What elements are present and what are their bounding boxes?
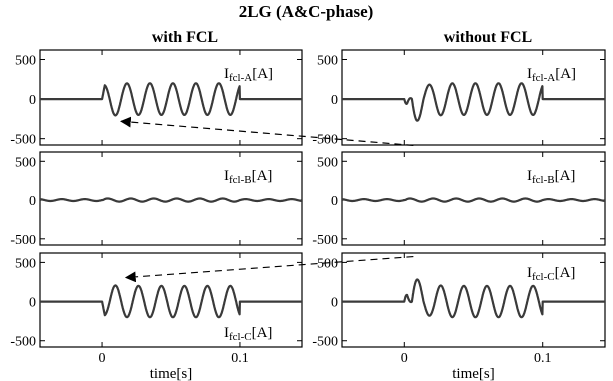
panel-label-sub: fcl-C xyxy=(229,331,252,343)
panel-label-unit: [A] xyxy=(252,168,273,184)
panel-label-sub: fcl-A xyxy=(229,72,252,84)
panel-fcl-A-col0: -500 0 500 Ifcl-A[A] xyxy=(10,49,303,148)
annotation-arrows xyxy=(120,116,414,283)
panel-label-unit: [A] xyxy=(252,66,273,82)
y-tick-label: 0 xyxy=(29,93,36,108)
panel-label-sub: fcl-A xyxy=(532,72,555,84)
panel-label-unit: [A] xyxy=(555,168,576,184)
panel-label-main: I xyxy=(527,168,532,184)
panel-label-main: I xyxy=(527,66,532,82)
y-tick-label: 500 xyxy=(317,54,338,69)
panel-fcl-A-col1: -500 0 500 Ifcl-A[A] xyxy=(312,49,606,148)
y-tick-label: -500 xyxy=(312,335,338,350)
x-axis-label: time[s] xyxy=(150,366,193,381)
panel-label-sub: fcl-C xyxy=(532,271,555,283)
column-title-with-fcl: with FCL xyxy=(152,29,218,46)
panel-label: Ifcl-C[A] xyxy=(224,325,272,343)
y-tick-label: -500 xyxy=(312,233,338,248)
y-tick-label: -500 xyxy=(10,233,36,248)
panel-fcl-B-col1: -500 0 500 Ifcl-B[A] xyxy=(312,151,606,248)
panel-label: Ifcl-C[A] xyxy=(527,265,575,283)
arrow-a-phase-peak xyxy=(120,116,414,147)
current-trace-fcl-A xyxy=(341,82,606,122)
panels: -5000500Ifcl-A[A]-5000500Ifcl-B[A]-50005… xyxy=(10,49,606,381)
panel-frame xyxy=(341,49,606,146)
y-tick-label: 0 xyxy=(331,296,338,311)
figure-title: 2LG (A&C-phase) xyxy=(239,2,374,21)
panel-label-main: I xyxy=(224,325,229,341)
y-tick-label: 0 xyxy=(29,194,36,209)
current-trace-fcl-C xyxy=(341,278,606,319)
panel-label-unit: [A] xyxy=(252,325,273,341)
panel-label: Ifcl-A[A] xyxy=(527,66,576,84)
panel-label-main: I xyxy=(224,168,229,184)
y-tick-label: -500 xyxy=(10,335,36,350)
panel-label-sub: fcl-B xyxy=(229,174,252,186)
panel-fcl-C-col0: -500 0 500 0 0.1 time[s] Ifcl-C[A] xyxy=(10,252,303,381)
panel-label-unit: [A] xyxy=(555,265,576,281)
x-tick-label: 0 xyxy=(401,351,408,366)
current-trace-fcl-A xyxy=(39,82,303,117)
y-tick-label: -500 xyxy=(10,133,36,148)
panel-label-main: I xyxy=(527,265,532,281)
x-tick-label: 0 xyxy=(99,351,106,366)
panel-fcl-B-col0: -500 0 500 Ifcl-B[A] xyxy=(10,151,303,248)
panel-label: Ifcl-A[A] xyxy=(224,66,273,84)
panel-frame xyxy=(341,151,606,246)
y-tick-label: 0 xyxy=(331,93,338,108)
current-trace-fcl-B xyxy=(39,197,303,203)
current-trace-fcl-B xyxy=(341,197,606,203)
current-trace-fcl-C xyxy=(39,284,303,319)
panel-frame xyxy=(39,49,303,146)
y-tick-label: 500 xyxy=(317,155,338,170)
arrow-c-phase-peak xyxy=(124,255,414,283)
panel-label-unit: [A] xyxy=(555,66,576,82)
y-tick-label: 0 xyxy=(29,296,36,311)
y-tick-label: 500 xyxy=(317,256,338,271)
panel-label-sub: fcl-B xyxy=(532,174,555,186)
panel-label: Ifcl-B[A] xyxy=(527,168,575,186)
y-tick-label: 500 xyxy=(15,155,36,170)
panel-frame xyxy=(39,252,303,348)
panel-fcl-C-col1: -500 0 500 0 0.1 time[s] Ifcl-C[A] xyxy=(312,252,606,381)
panel-frame xyxy=(341,252,606,348)
x-tick-label: 0.1 xyxy=(534,351,552,366)
x-axis-label: time[s] xyxy=(452,366,495,381)
y-tick-label: 500 xyxy=(15,256,36,271)
y-tick-label: 500 xyxy=(15,54,36,69)
column-title-without-fcl: without FCL xyxy=(444,29,532,46)
panel-label-main: I xyxy=(224,66,229,82)
x-tick-label: 0.1 xyxy=(231,351,249,366)
y-tick-label: -500 xyxy=(312,133,338,148)
panel-frame xyxy=(39,151,303,246)
y-tick-label: 0 xyxy=(331,194,338,209)
panel-label: Ifcl-B[A] xyxy=(224,168,272,186)
